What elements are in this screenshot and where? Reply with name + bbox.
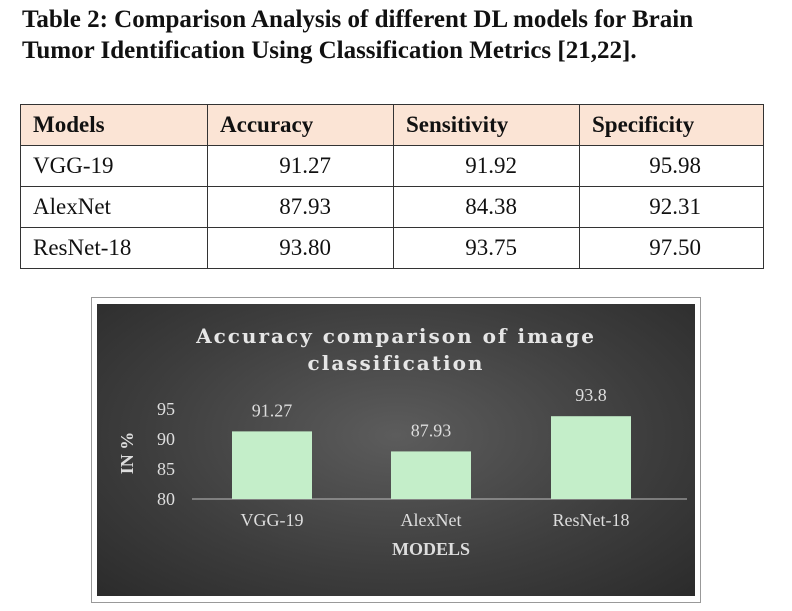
data-labels-group: 91.27 87.93 93.8 [252, 385, 607, 440]
cell-sensitivity: 84.38 [393, 186, 580, 228]
y-tick-label: 85 [157, 459, 175, 479]
table-header-row: Models Accuracy Sensitivity Specificity [20, 104, 764, 146]
y-tick-label: 80 [157, 489, 175, 509]
bars-group [232, 416, 631, 499]
category-labels-group: VGG-19 AlexNet ResNet-18 [241, 510, 630, 530]
x-axis-title: MODELS [392, 539, 470, 559]
chart-title-line-1: Accuracy comparison of image [195, 324, 596, 348]
bar [551, 416, 631, 499]
category-label: AlexNet [401, 510, 462, 530]
cell-accuracy: 91.27 [207, 145, 394, 187]
caption-line-2: Tumor Identification Using Classificatio… [22, 37, 637, 64]
cell-specificity: 97.50 [579, 227, 764, 269]
bar [391, 451, 471, 499]
table-row: VGG-19 91.27 91.92 95.98 [20, 145, 764, 187]
data-label: 91.27 [252, 400, 293, 420]
chart-panel: Accuracy comparison of image classificat… [97, 304, 695, 596]
header-accuracy: Accuracy [207, 104, 394, 146]
header-sensitivity: Sensitivity [393, 104, 580, 146]
header-specificity: Specificity [579, 104, 764, 146]
cell-model: VGG-19 [20, 145, 208, 187]
category-label: VGG-19 [241, 510, 304, 530]
metrics-table: Models Accuracy Sensitivity Specificity … [20, 104, 764, 269]
chart-frame: Accuracy comparison of image classificat… [91, 297, 701, 603]
cell-specificity: 92.31 [579, 186, 764, 228]
y-tick-label: 90 [157, 429, 175, 449]
cell-specificity: 95.98 [579, 145, 764, 187]
header-models: Models [20, 104, 208, 146]
cell-sensitivity: 91.92 [393, 145, 580, 187]
cell-model: AlexNet [20, 186, 208, 228]
category-label: ResNet-18 [553, 510, 630, 530]
y-axis-title: IN % [117, 432, 137, 475]
caption-line-1: Table 2: Comparison Analysis of differen… [22, 6, 694, 33]
y-tick-label: 95 [157, 399, 175, 419]
y-axis-ticks: 80 85 90 95 [157, 399, 175, 509]
table-caption: Table 2: Comparison Analysis of differen… [22, 4, 782, 66]
table-row: ResNet-18 93.80 93.75 97.50 [20, 227, 764, 269]
cell-accuracy: 87.93 [207, 186, 394, 228]
cell-accuracy: 93.80 [207, 227, 394, 269]
data-label: 93.8 [575, 385, 607, 405]
data-label: 87.93 [411, 420, 452, 440]
chart-title-line-2: classification [308, 351, 485, 375]
cell-model: ResNet-18 [20, 227, 208, 269]
accuracy-bar-chart: Accuracy comparison of image classificat… [117, 324, 687, 559]
table-row: AlexNet 87.93 84.38 92.31 [20, 186, 764, 228]
bar [232, 431, 312, 499]
cell-sensitivity: 93.75 [393, 227, 580, 269]
